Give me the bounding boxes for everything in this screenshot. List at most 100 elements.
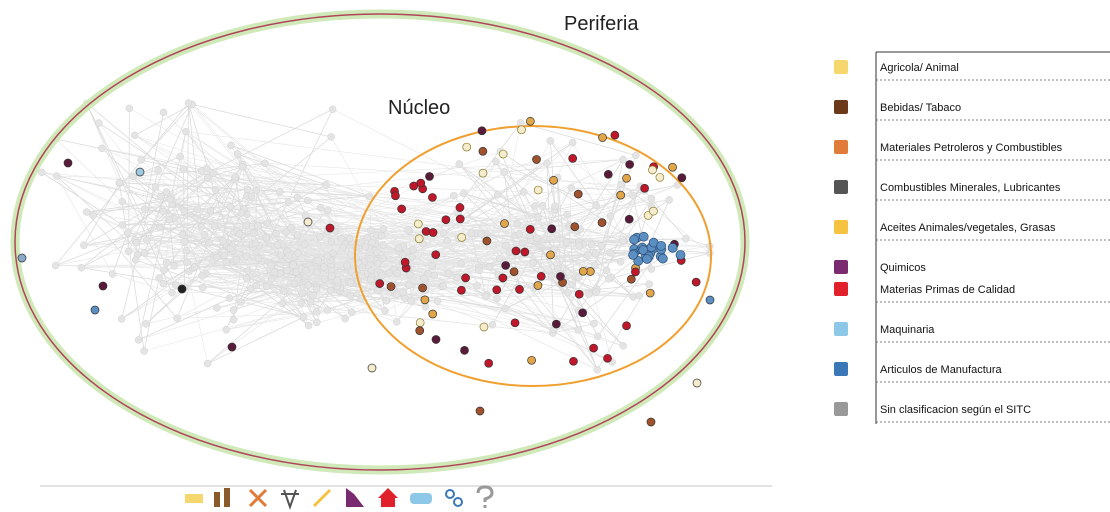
node: [431, 250, 441, 260]
node: [314, 256, 322, 265]
node: [206, 207, 215, 215]
node: [556, 272, 565, 281]
node: [547, 224, 557, 234]
edge: [101, 148, 659, 253]
colored-nodes: [17, 116, 715, 427]
node: [519, 188, 528, 196]
node: [527, 355, 536, 365]
node: [166, 195, 174, 204]
node: [705, 295, 715, 305]
icon: [378, 488, 398, 507]
node: [546, 250, 555, 260]
node: [428, 261, 436, 270]
edge: [242, 164, 302, 270]
node: [343, 261, 351, 270]
node: [108, 270, 117, 278]
node: [493, 294, 501, 303]
edge: [606, 186, 641, 271]
edge: [207, 177, 518, 225]
node: [312, 308, 321, 316]
icon: [312, 488, 332, 508]
node: [298, 289, 306, 297]
node: [563, 210, 571, 219]
node: [406, 271, 414, 279]
edge: [235, 176, 280, 192]
edge: [134, 135, 245, 210]
node: [428, 228, 438, 237]
node: [272, 229, 280, 238]
node: [339, 243, 347, 252]
node: [301, 240, 309, 248]
edge: [226, 193, 464, 263]
edge: [410, 274, 579, 331]
node: [197, 223, 206, 231]
node: [525, 116, 535, 126]
node: [425, 172, 434, 181]
node: [367, 363, 377, 373]
edge: [504, 159, 624, 173]
node: [367, 226, 375, 235]
node: [606, 248, 614, 257]
edge: [41, 171, 211, 212]
node: [219, 237, 227, 245]
node: [226, 202, 235, 211]
node: [82, 208, 91, 216]
node: [261, 159, 269, 168]
icon: [214, 492, 220, 507]
edge: [206, 167, 370, 197]
node: [247, 285, 255, 293]
node: [172, 281, 180, 289]
node: [573, 189, 583, 199]
node: [323, 306, 332, 314]
node: [312, 285, 321, 293]
edge: [55, 222, 268, 266]
edge: [651, 206, 711, 254]
edge: [185, 131, 243, 168]
edge: [112, 232, 129, 275]
node: [287, 223, 295, 232]
edge: [201, 162, 265, 172]
node: [231, 173, 240, 181]
node: [124, 247, 133, 256]
node: [251, 239, 260, 247]
node: [564, 288, 572, 297]
edge: [234, 176, 242, 214]
node: [243, 267, 252, 275]
edge: [297, 197, 596, 254]
node: [533, 234, 541, 242]
node: [610, 130, 620, 140]
node: [184, 99, 193, 107]
icon: [453, 497, 463, 507]
node: [170, 262, 178, 270]
node: [629, 191, 637, 200]
node: [397, 204, 407, 214]
node: [629, 293, 637, 301]
node: [163, 259, 171, 267]
edge: [237, 153, 332, 242]
node: [510, 318, 520, 328]
edge: [360, 216, 539, 243]
node: [327, 286, 335, 295]
node: [591, 249, 600, 258]
edge: [119, 182, 145, 352]
node: [502, 241, 510, 250]
node: [242, 252, 250, 261]
legend-label: Materias Primas de Calidad: [880, 284, 1015, 296]
node: [137, 156, 145, 164]
node: [549, 175, 558, 185]
node: [183, 258, 191, 267]
edge: [188, 102, 380, 261]
edge: [569, 185, 641, 226]
node: [220, 251, 229, 259]
node: [473, 281, 481, 290]
node: [665, 196, 673, 204]
legend-label: Quimicos: [880, 262, 926, 274]
network: [37, 99, 714, 374]
node: [267, 275, 276, 283]
node: [414, 234, 424, 244]
edge: [86, 103, 120, 184]
edge: [168, 219, 175, 266]
node: [205, 239, 213, 247]
edge: [225, 109, 333, 330]
edge: [365, 216, 539, 247]
